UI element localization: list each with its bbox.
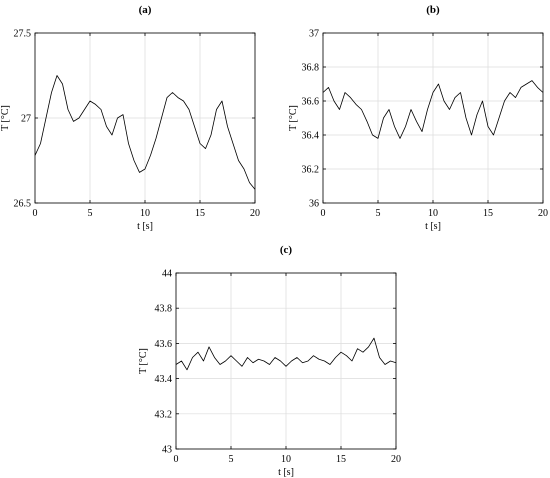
y-tick-label: 44 — [162, 269, 172, 280]
panel-c: 0 5 10 15 20 43 43.2 43.4 43.6 43.8 44 t [s] T [°C] (… — [138, 244, 401, 478]
y-tick-label: 43.6 — [155, 339, 173, 350]
panel-title: (a) — [139, 4, 152, 16]
series-line-a — [34, 75, 256, 190]
panel-title: (c) — [280, 244, 293, 256]
y-tick-label: 43 — [162, 445, 172, 456]
y-tick-label: 36.2 — [302, 165, 320, 176]
y-axis-label: T [°C] — [0, 105, 11, 131]
y-tick-label: 26.5 — [14, 199, 32, 210]
x-tick-label: 10 — [140, 208, 150, 219]
y-tick-label: 27 — [21, 114, 31, 125]
series-line-c — [175, 337, 397, 371]
x-tick-label: 5 — [229, 454, 234, 465]
x-tick-label: 20 — [538, 208, 548, 219]
y-tick-label: 37 — [309, 29, 319, 40]
y-axis-label: T [°C] — [288, 105, 299, 131]
x-tick-label: 0 — [33, 208, 38, 219]
x-tick-label: 15 — [336, 454, 346, 465]
x-axis-label: t [s] — [137, 221, 153, 232]
y-tick-label: 36.6 — [302, 97, 320, 108]
x-axis-label: t [s] — [278, 467, 294, 478]
y-tick-label: 27.5 — [14, 29, 32, 40]
panel-title: (b) — [426, 4, 440, 16]
x-tick-label: 15 — [483, 208, 493, 219]
panel-b: 0 5 10 15 20 36 36.2 36.4 36.6 36.8 37 t [s] T [°C] (… — [288, 4, 548, 232]
x-tick-label: 0 — [174, 454, 179, 465]
y-tick-label: 43.2 — [155, 409, 173, 420]
panel-a: 0 5 10 15 20 26.5 27 27.5 t [s] T [°C] (a) — [0, 4, 260, 232]
series-line-b — [322, 80, 544, 139]
x-tick-label: 5 — [88, 208, 93, 219]
x-tick-label: 20 — [250, 208, 260, 219]
y-tick-label: 36.4 — [302, 131, 320, 142]
x-tick-label: 0 — [321, 208, 326, 219]
y-tick-label: 36.8 — [302, 63, 320, 74]
x-tick-label: 5 — [376, 208, 381, 219]
x-tick-label: 15 — [195, 208, 205, 219]
y-tick-label: 43.8 — [155, 304, 173, 315]
y-tick-label: 43.4 — [155, 374, 173, 385]
y-tick-label: 36 — [309, 199, 319, 210]
x-tick-label: 20 — [391, 454, 401, 465]
x-tick-label: 10 — [428, 208, 438, 219]
x-tick-label: 10 — [281, 454, 291, 465]
x-axis-label: t [s] — [425, 221, 441, 232]
y-axis-label: T [°C] — [138, 348, 149, 374]
